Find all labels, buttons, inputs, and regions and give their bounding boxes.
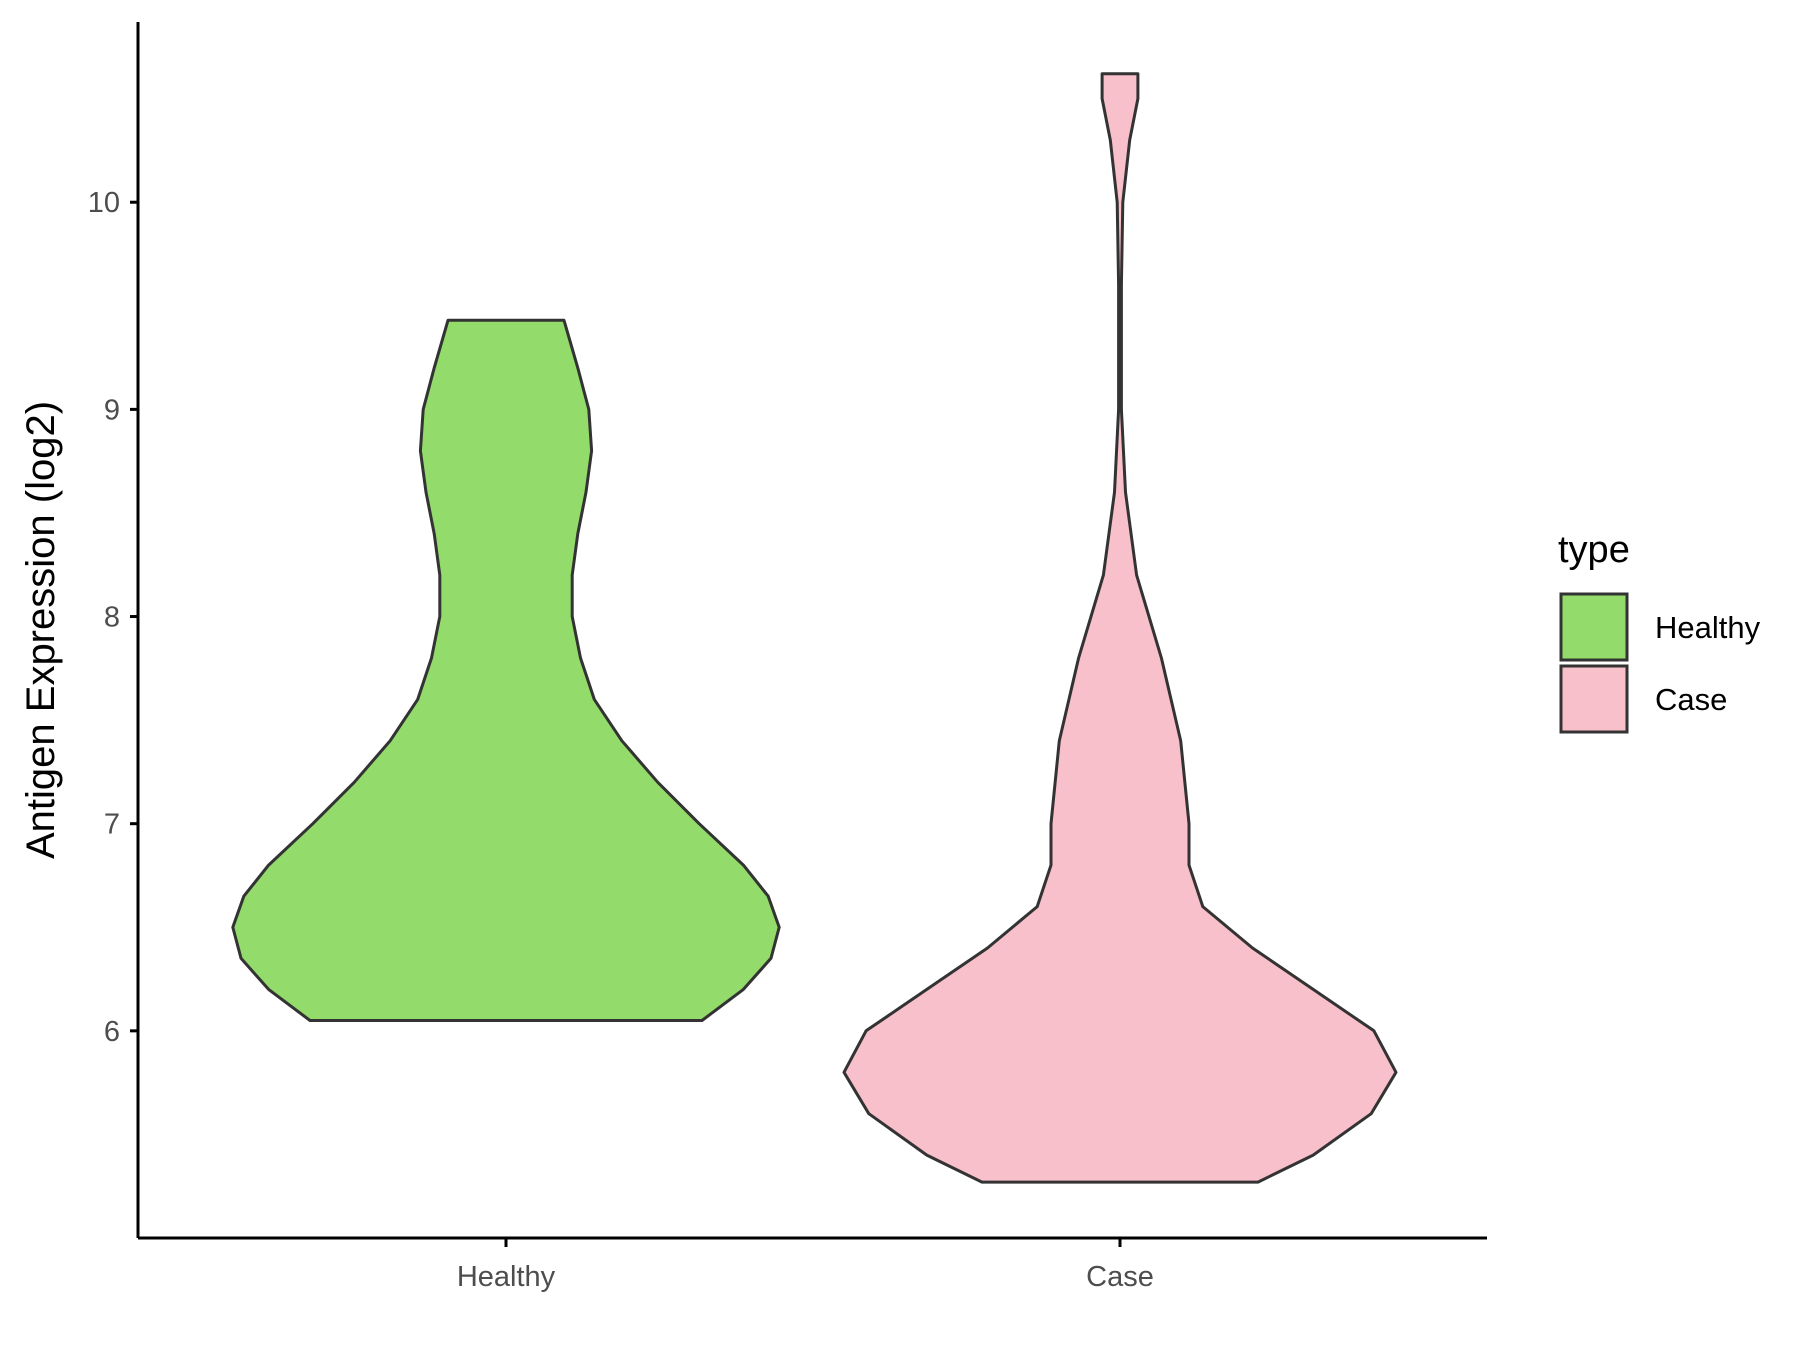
y-tick-label: 6 [104,1016,120,1048]
legend-label-case: Case [1655,682,1727,717]
legend-swatch-case [1559,664,1629,734]
y-tick-label: 7 [104,809,120,841]
y-axis-title: Antigen Expression (log2) [19,401,63,859]
y-tick-label: 9 [104,394,120,426]
x-tick-label: Healthy [457,1261,556,1293]
x-ticks: Healthy Case [457,1238,1154,1293]
legend-label-healthy: Healthy [1655,610,1761,645]
violins-layer [231,72,1398,1184]
legend-swatch-healthy [1559,592,1629,662]
violin-healthy [231,318,781,1022]
y-ticks: 6 7 8 9 10 [88,187,138,1048]
legend-title: type [1558,529,1630,571]
x-tick-label: Case [1086,1261,1154,1293]
y-tick-label: 8 [104,602,120,634]
legend: type Healthy Case [1558,529,1761,734]
violin-case [842,72,1398,1184]
y-tick-label: 10 [88,187,120,219]
